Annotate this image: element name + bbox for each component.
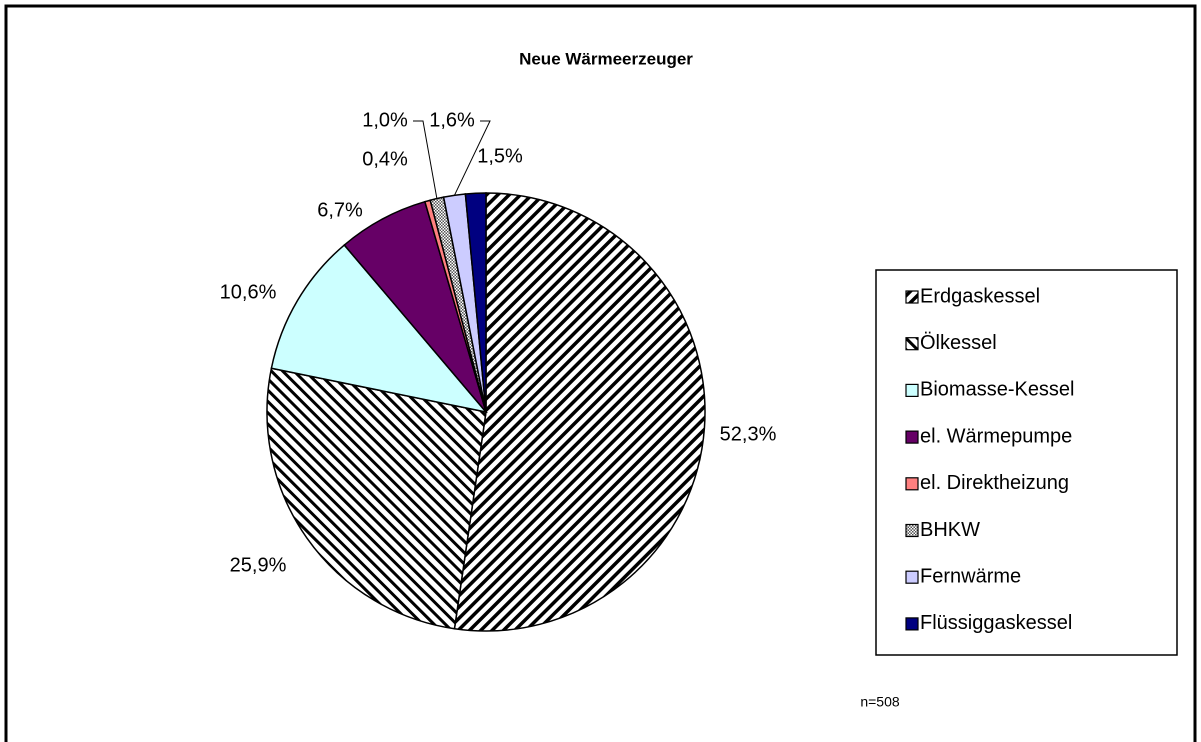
legend-swatch <box>905 383 919 397</box>
chart-title: Neue Wärmeerzeuger <box>519 49 693 68</box>
pie-slice <box>270 243 488 414</box>
legend-swatch <box>905 570 919 584</box>
legend-box <box>875 269 1178 656</box>
legend-label: Erdgaskessel <box>920 285 1040 307</box>
data-label: 1,6% <box>429 109 475 131</box>
data-label: 1,5% <box>477 145 523 167</box>
pie-slice <box>464 192 487 413</box>
frame <box>4 4 1197 742</box>
legend-label: BHKW <box>920 519 980 541</box>
data-label: 10,6% <box>220 281 277 303</box>
data-label: 25,9% <box>230 554 287 576</box>
legend-swatch <box>905 430 919 444</box>
legend-swatch <box>905 523 919 538</box>
leader-line <box>454 120 491 196</box>
legend-label: Biomasse-Kessel <box>920 379 1075 401</box>
pie-slice <box>453 192 706 632</box>
legend-label: el. Direktheizung <box>920 472 1069 494</box>
legend-swatch <box>905 477 919 491</box>
legend-swatch <box>905 290 919 304</box>
note: n=508 <box>860 694 900 710</box>
data-label: 1,0% <box>362 109 408 131</box>
legend-swatch <box>905 617 919 631</box>
legend-swatch <box>905 337 919 351</box>
leader-line <box>413 120 438 199</box>
data-label: 6,7% <box>317 199 363 221</box>
legend-label: Fernwärme <box>920 565 1021 587</box>
pie-slice <box>266 367 487 630</box>
legend-label: Ölkessel <box>920 332 997 354</box>
legend-label: el. Wärmepumpe <box>920 425 1072 447</box>
legend-label: Flüssiggaskessel <box>920 612 1072 634</box>
data-label: 0,4% <box>362 148 408 170</box>
data-label: 52,3% <box>720 423 777 445</box>
